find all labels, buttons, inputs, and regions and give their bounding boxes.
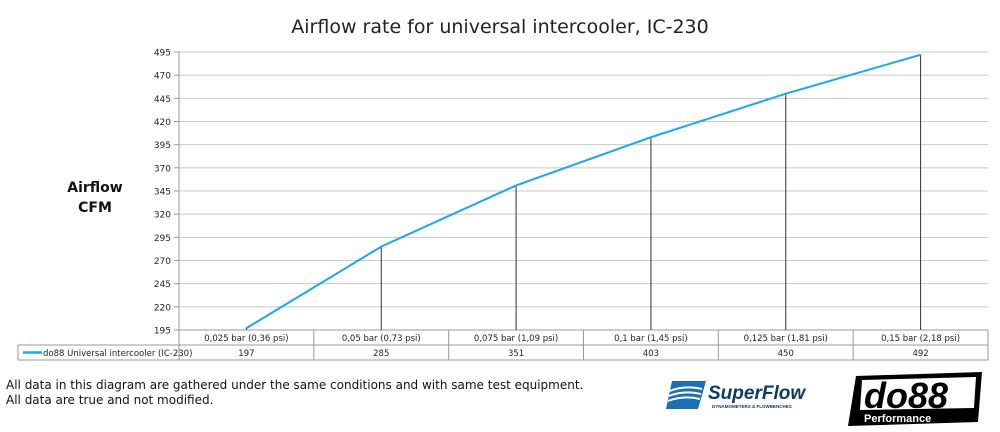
y-tick-label: 420 xyxy=(154,118,171,128)
data-table-value: 450 xyxy=(778,349,794,359)
y-tick-label: 345 xyxy=(154,188,171,198)
footer-note-line1: All data in this diagram are gathered un… xyxy=(6,378,584,392)
y-axis-label-line1: Airflow xyxy=(67,180,123,196)
y-tick-label: 445 xyxy=(154,95,171,105)
data-table-value: 285 xyxy=(373,349,389,359)
data-point xyxy=(245,327,248,329)
y-tick-label: 245 xyxy=(154,280,171,290)
footer-note: All data in this diagram are gathered un… xyxy=(6,378,583,408)
y-tick-label: 270 xyxy=(154,257,171,267)
data-point xyxy=(380,245,383,248)
do88-logo: do88 Performance xyxy=(846,372,986,428)
svg-text:do88: do88 xyxy=(864,375,948,416)
legend-label: do88 Universal intercooler (IC-230) xyxy=(43,349,192,359)
footer-note-line2: All data are true and not modified. xyxy=(6,393,214,407)
data-table-value: 403 xyxy=(643,349,659,359)
series-line xyxy=(245,53,921,330)
data-point xyxy=(919,53,922,56)
data-table-value: 492 xyxy=(912,349,928,359)
y-tick-label: 220 xyxy=(154,303,171,313)
y-tick-label: 495 xyxy=(154,49,171,59)
x-category-label: 0,125 bar (1,81 psi) xyxy=(744,334,828,344)
superflow-logo: SuperFlow DYNAMOMETERS & FLOWBENCHES xyxy=(666,377,816,413)
data-point xyxy=(784,92,787,95)
x-category-label: 0,05 bar (0,73 psi) xyxy=(342,334,421,344)
svg-text:Performance: Performance xyxy=(864,413,931,425)
data-table-value: 351 xyxy=(508,349,524,359)
data-table-value: 197 xyxy=(238,349,254,359)
y-tick-label: 295 xyxy=(154,234,171,244)
y-tick-label: 470 xyxy=(154,72,171,82)
y-tick-label: 320 xyxy=(154,211,171,221)
y-tick-label: 395 xyxy=(154,141,171,151)
y-tick-label: 370 xyxy=(154,164,171,174)
x-category-label: 0,075 bar (1,09 psi) xyxy=(474,334,558,344)
svg-text:SuperFlow: SuperFlow xyxy=(708,383,806,404)
svg-text:DYNAMOMETERS & FLOWBENCHES: DYNAMOMETERS & FLOWBENCHES xyxy=(712,404,792,409)
y-axis-label-line2: CFM xyxy=(78,200,112,216)
x-category-label: 0,15 bar (2,18 psi) xyxy=(881,334,960,344)
x-category-label: 0,1 bar (1,45 psi) xyxy=(614,334,687,344)
data-point xyxy=(650,136,652,139)
chart-title: Airflow rate for universal intercooler, … xyxy=(291,16,709,38)
y-tick-label: 195 xyxy=(154,327,171,337)
y-axis-label: Airflow CFM xyxy=(40,178,150,218)
x-category-label: 0,025 bar (0,36 psi) xyxy=(204,334,288,344)
data-point xyxy=(515,184,517,187)
